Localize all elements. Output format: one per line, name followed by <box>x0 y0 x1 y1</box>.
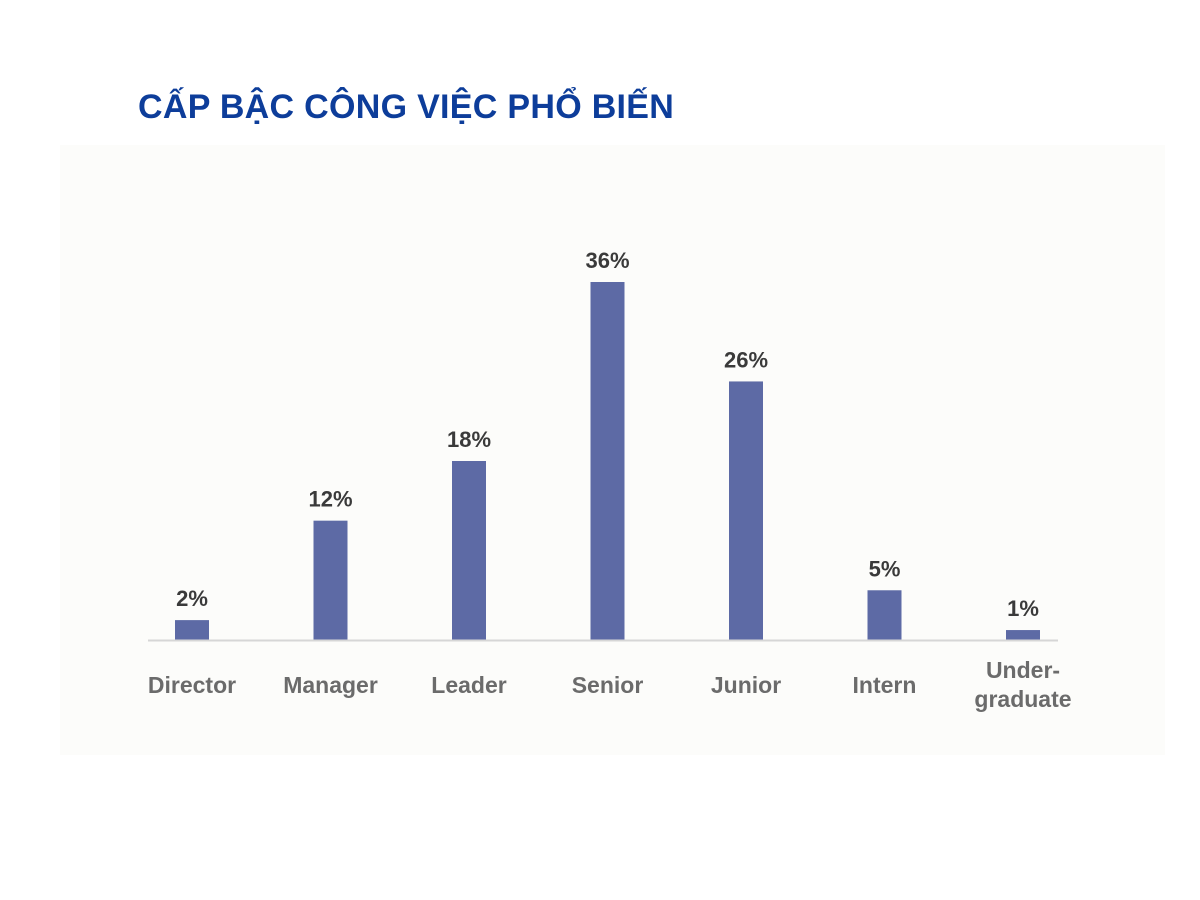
category-label-line: Manager <box>283 672 378 698</box>
category-label-6: Under-graduate <box>974 657 1071 712</box>
data-label-1: 12% <box>308 487 352 512</box>
data-label-2: 18% <box>447 427 491 452</box>
bar-5 <box>867 590 902 640</box>
page-title: CẤP BẬC CÔNG VIỆC PHỔ BIẾN <box>138 88 675 126</box>
category-label-5: Intern <box>853 672 917 698</box>
category-label-4: Junior <box>711 672 781 698</box>
category-label-line: Senior <box>572 672 644 698</box>
category-label-line: Director <box>148 672 236 698</box>
bar-6 <box>1006 630 1040 640</box>
data-label-6: 1% <box>1007 596 1039 621</box>
category-label-line: Junior <box>711 672 781 698</box>
data-label-5: 5% <box>869 556 901 581</box>
bar-1 <box>313 520 348 640</box>
category-label-0: Director <box>148 672 236 698</box>
bar-4 <box>729 381 763 640</box>
category-labels-layer: Director Manager Leader Senior Junior Intern U… <box>148 657 1072 712</box>
category-label-line: graduate <box>974 686 1071 712</box>
category-label-line: Intern <box>853 672 917 698</box>
category-label-2: Leader <box>431 672 506 698</box>
category-label-line: Under- <box>986 657 1060 683</box>
category-label-line: Leader <box>431 672 506 698</box>
data-label-4: 26% <box>724 347 768 372</box>
bars-layer <box>175 282 1040 640</box>
category-label-1: Manager <box>283 672 378 698</box>
bar-3 <box>590 282 625 640</box>
data-label-0: 2% <box>176 586 208 611</box>
value-labels-layer: 2% 12% 18% 36% 26% 5% 1% <box>176 248 1039 621</box>
bar-0 <box>175 620 209 640</box>
category-label-3: Senior <box>572 672 644 698</box>
bar-2 <box>452 461 486 640</box>
data-label-3: 36% <box>585 248 629 273</box>
